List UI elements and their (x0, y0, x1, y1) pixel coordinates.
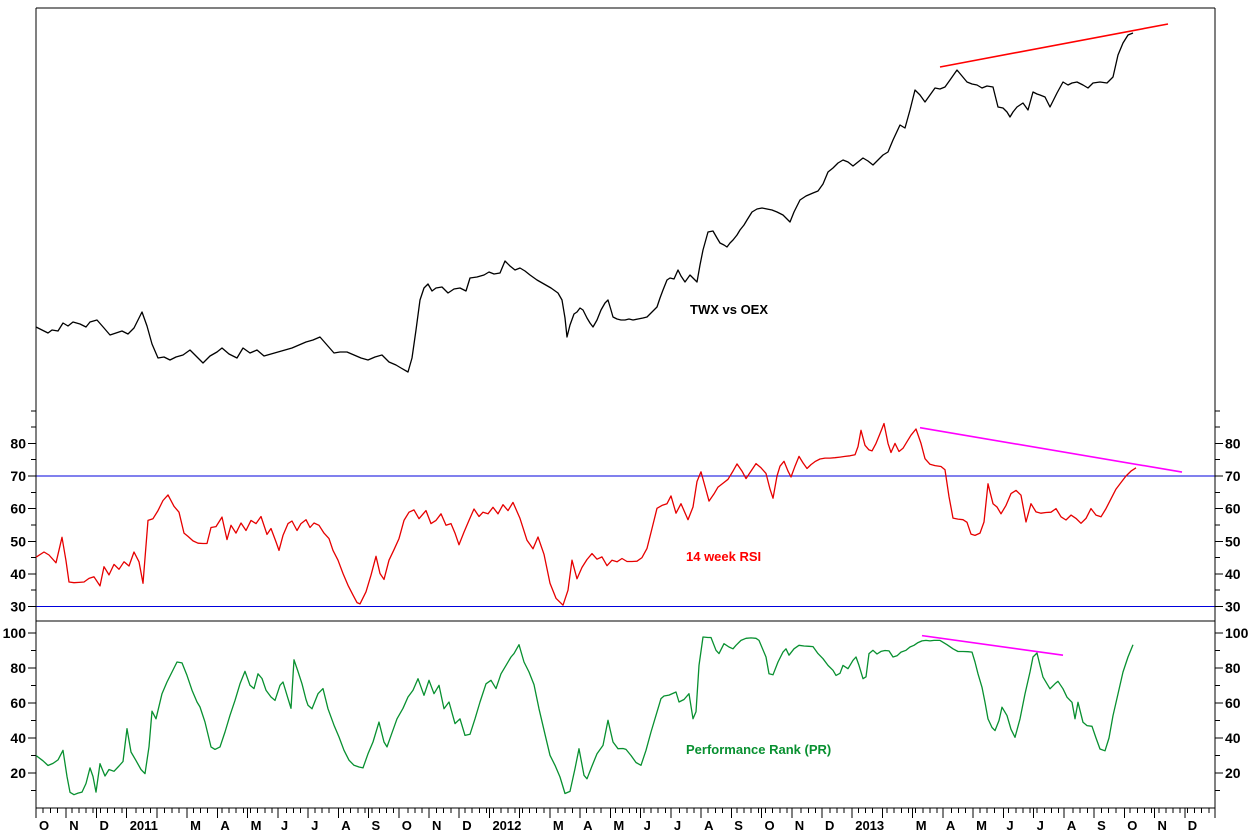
price-series-line (35, 32, 1134, 373)
month-label: M (613, 818, 624, 833)
rsi-axis-label-right: 50 (1225, 533, 1241, 549)
rsi-axis-label-left: 80 (10, 435, 26, 451)
pr-trendline (921, 634, 1064, 657)
month-label: O (402, 818, 412, 833)
rsi-trendline (919, 426, 1183, 473)
rsi-axis-label-left: 40 (10, 566, 26, 582)
year-label: 2011 (130, 818, 158, 833)
month-label: D (825, 818, 834, 833)
month-label: N (432, 818, 441, 833)
month-label: A (341, 818, 351, 833)
pr-axis-label-right: 80 (1225, 660, 1241, 676)
month-label: J (1037, 818, 1044, 833)
month-label: A (220, 818, 230, 833)
rsi-axis-label-right: 40 (1225, 566, 1241, 582)
month-label: D (99, 818, 108, 833)
pr-axis-label-right: 60 (1225, 695, 1241, 711)
month-label: M (251, 818, 262, 833)
month-label: J (644, 818, 651, 833)
month-label: M (916, 818, 927, 833)
rsi-axis-label-left: 60 (10, 501, 26, 517)
month-label: O (1127, 818, 1137, 833)
month-label: A (946, 818, 956, 833)
month-label: D (462, 818, 471, 833)
pr-axis-label-left: 20 (10, 765, 26, 781)
month-label: M (976, 818, 987, 833)
pr-axis-label-right: 20 (1225, 765, 1241, 781)
month-label: O (39, 818, 49, 833)
rsi-axis-label-right: 30 (1225, 599, 1241, 615)
year-label: 2012 (492, 818, 521, 833)
rsi-axis-label-right: 60 (1225, 501, 1241, 517)
rsi-panel-title: 14 week RSI (686, 549, 762, 564)
pr-axis-label-right: 40 (1225, 730, 1241, 746)
month-label: J (674, 818, 681, 833)
month-label: M (553, 818, 564, 833)
month-label: O (765, 818, 775, 833)
rsi-axis-label-right: 70 (1225, 468, 1241, 484)
price-panel-title: TWX vs OEX (690, 302, 769, 317)
pr-series-line (35, 636, 1134, 796)
price-trendline (939, 23, 1169, 68)
month-label: A (704, 818, 714, 833)
pr-axis-label-left: 40 (10, 730, 26, 746)
pr-panel-title: Performance Rank (PR) (686, 742, 832, 757)
month-label: A (1067, 818, 1077, 833)
pr-axis-label-right: 100 (1225, 625, 1249, 641)
month-label: N (1158, 818, 1167, 833)
pr-axis-label-left: 80 (10, 660, 26, 676)
year-label: 2013 (855, 818, 884, 833)
rsi-axis-label-left: 50 (10, 533, 26, 549)
rsi-axis-label-right: 80 (1225, 435, 1241, 451)
month-label: S (734, 818, 743, 833)
month-label: J (311, 818, 318, 833)
month-label: N (69, 818, 78, 833)
month-label: S (372, 818, 381, 833)
month-label: S (1097, 818, 1106, 833)
rsi-series-line (35, 422, 1137, 606)
month-label: N (795, 818, 804, 833)
month-label: J (1006, 818, 1013, 833)
pr-axis-label-left: 60 (10, 695, 26, 711)
rsi-axis-label-left: 30 (10, 599, 26, 615)
month-label: A (583, 818, 593, 833)
month-label: M (190, 818, 201, 833)
pr-axis-label-left: 100 (3, 625, 27, 641)
month-label: J (281, 818, 288, 833)
month-label: D (1188, 818, 1197, 833)
rsi-axis-label-left: 70 (10, 468, 26, 484)
